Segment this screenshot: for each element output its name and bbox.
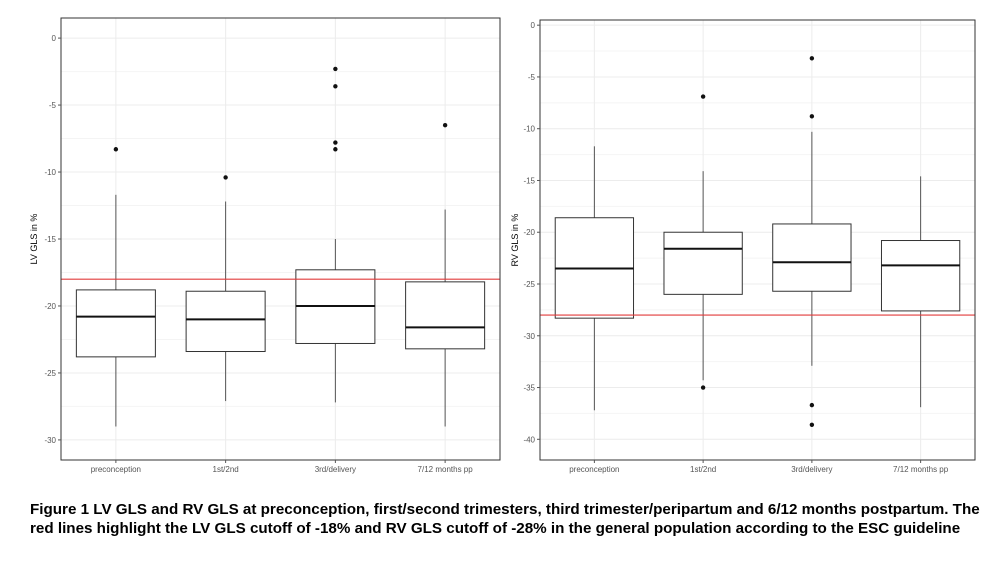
outlier-point: [809, 422, 815, 427]
y-tick-label: -15: [44, 235, 56, 244]
box-iqr: [663, 231, 743, 295]
box-iqr: [185, 290, 266, 353]
y-tick-label: -25: [44, 369, 56, 378]
x-tick-label: 3rd/delivery: [315, 465, 356, 474]
outlier-point: [333, 84, 338, 89]
y-tick-label: -25: [523, 280, 535, 289]
outlier-point: [113, 147, 119, 152]
x-tick-label: 3rd/delivery: [791, 465, 832, 474]
outlier-point: [333, 66, 338, 72]
y-tick-label: 0: [52, 34, 57, 43]
y-tick-label: 0: [531, 21, 536, 30]
outlier-point: [223, 175, 228, 180]
x-tick-label: 1st/2nd: [690, 465, 716, 474]
x-tick-label: preconception: [569, 465, 619, 474]
y-tick-label: -5: [528, 73, 536, 82]
y-tick-label: -35: [523, 384, 535, 393]
y-tick-label: -30: [523, 332, 535, 341]
rv-gls-panel: 0 -5 -10 -15 -20 -25 -30 -35 -40 preconception 1st…: [510, 19, 976, 474]
outlier-point: [809, 402, 815, 408]
outlier-point: [809, 114, 815, 119]
y-tick-label: -10: [523, 125, 535, 134]
box-iqr: [75, 289, 156, 358]
box-iqr: [880, 240, 961, 312]
box-iqr: [772, 223, 852, 292]
outlier-point: [333, 147, 338, 152]
y-tick-label: -20: [44, 302, 56, 311]
y-tick-label: -20: [523, 228, 535, 237]
y-tick-label: -15: [523, 176, 535, 185]
box-iqr: [405, 281, 486, 350]
lv-gls-panel: 0 -5 -10 -15 -20 -25 -30 preconception 1st/2nd 3r…: [29, 17, 501, 474]
y-tick-label: -5: [49, 101, 57, 110]
y-tick-label: -40: [523, 435, 535, 444]
chart-area: 0 -5 -10 -15 -20 -25 -30 preconception 1st/2nd 3r…: [29, 17, 976, 474]
outlier-point: [809, 56, 815, 61]
x-tick-label: 1st/2nd: [213, 465, 239, 474]
outlier-point: [442, 122, 448, 128]
plot-frame: [539, 19, 976, 461]
outlier-point: [700, 385, 706, 390]
y-axis-label: LV GLS in %: [29, 214, 39, 265]
figure-caption: Figure 1 LV GLS and RV GLS at preconcept…: [30, 501, 980, 537]
x-tick-label: preconception: [91, 465, 141, 474]
x-tick-label: 7/12 months pp: [893, 465, 949, 474]
outlier-point: [333, 140, 338, 145]
y-axis-label: RV GLS in %: [510, 214, 520, 267]
y-tick-label: -10: [44, 168, 56, 177]
outlier-point: [700, 94, 706, 99]
y-tick-label: -30: [44, 436, 56, 445]
x-tick-label: 7/12 months pp: [418, 465, 474, 474]
